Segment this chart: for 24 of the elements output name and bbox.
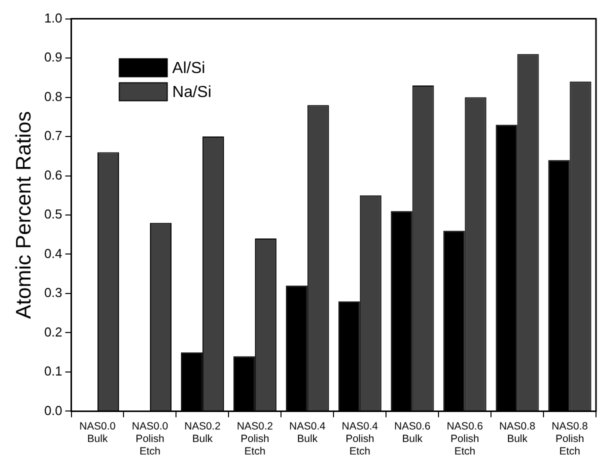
x-tick-label: NAS0.2 Polish Etch — [236, 420, 274, 458]
x-tick-label: NAS0.4 Polish Etch — [342, 420, 378, 458]
y-tick-label: 0.2 — [44, 324, 62, 340]
y-tick-label: 0.5 — [44, 206, 62, 222]
x-tick-label: NAS0.2 Bulk — [184, 420, 221, 445]
y-tick-label: 0.7 — [44, 128, 62, 144]
x-tick-label: NAS0.0 Polish Etch — [132, 420, 168, 458]
y-tick-label: 0.3 — [44, 285, 62, 300]
x-tick-label: NAS0.0 Bulk — [79, 420, 116, 445]
x-tick-label: NAS0.6 Bulk — [394, 420, 431, 445]
x-tick-label: NAS0.8 Polish Etch — [552, 420, 588, 458]
y-tick-label: 1.0 — [44, 10, 62, 26]
x-tick-label: NAS0.8 Bulk — [499, 420, 536, 445]
x-tick-label: NAS0.6 Polish Etch — [446, 420, 484, 458]
legend-label: Na/Si — [172, 84, 212, 102]
y-tick-label: 0.9 — [44, 50, 62, 65]
y-tick-label: 0.0 — [44, 402, 62, 418]
legend-label: Al/Si — [172, 60, 206, 78]
y-tick-label: 0.4 — [44, 246, 62, 261]
y-axis-title: Atomic Percent Ratios — [12, 111, 36, 319]
y-tick-label: 0.6 — [44, 167, 62, 182]
y-tick-label: 0.1 — [44, 364, 62, 379]
x-tick-label: NAS0.4 Bulk — [289, 420, 326, 445]
y-tick-label: 0.8 — [44, 88, 62, 104]
